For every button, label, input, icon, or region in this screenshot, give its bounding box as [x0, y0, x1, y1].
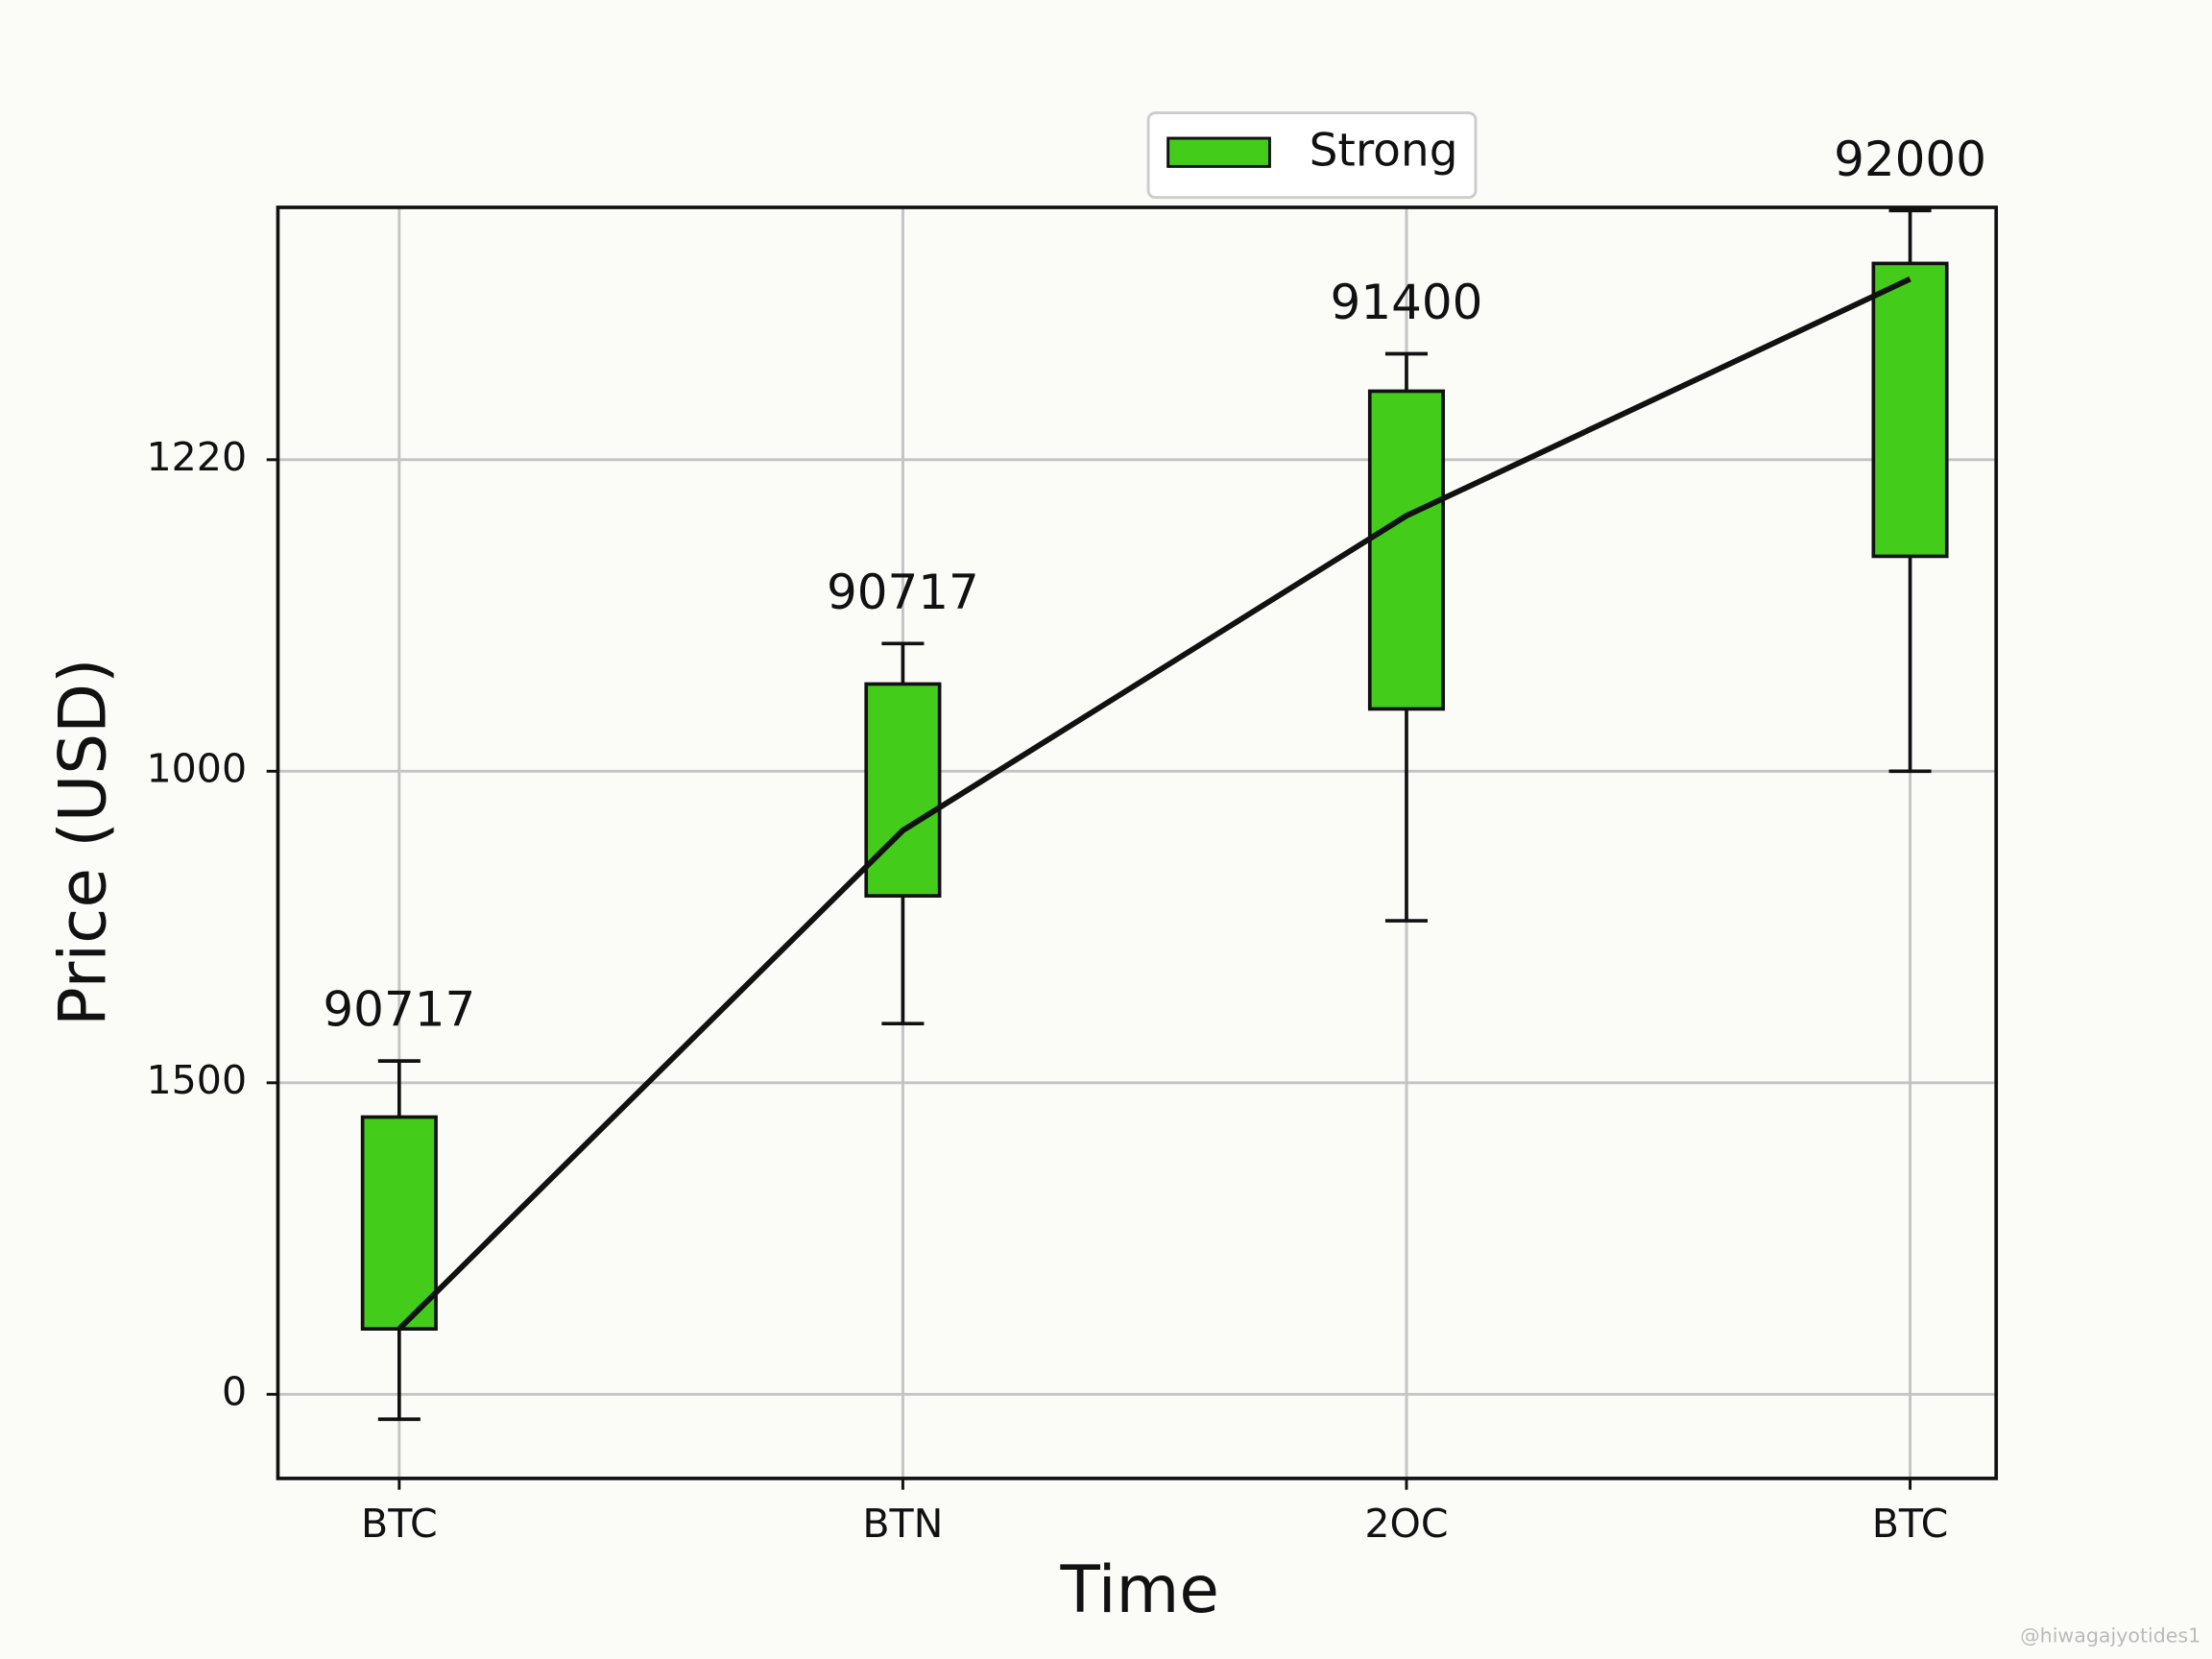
- y-tick-label: 1220: [146, 434, 247, 480]
- candle-body: [1871, 261, 1949, 559]
- x-tick-label: BTC: [1872, 1501, 1949, 1547]
- y-tick-label: 0: [222, 1368, 247, 1414]
- x-axis-label: Time: [1060, 1551, 1219, 1627]
- candle-body: [864, 682, 942, 898]
- candle-body: [1367, 389, 1446, 711]
- y-tick-label: 1000: [146, 745, 247, 791]
- x-tick-label: 2OC: [1364, 1501, 1448, 1547]
- candle-body: [360, 1115, 438, 1331]
- y-tick-label: 1500: [146, 1057, 247, 1103]
- annotation: 90717: [827, 565, 979, 620]
- x-tick-label: BTN: [862, 1501, 943, 1547]
- annotation: 90717: [323, 982, 475, 1038]
- legend-swatch: [1166, 136, 1271, 168]
- legend-box: [1146, 111, 1478, 200]
- plot-frame: [276, 205, 1999, 1480]
- x-tick-label: BTC: [361, 1501, 438, 1547]
- legend-label: Strong: [1310, 125, 1458, 178]
- watermark: @hiwagajyotides1: [2020, 1623, 2200, 1647]
- trend-line: [397, 276, 1911, 1332]
- annotation: 91400: [1331, 275, 1483, 330]
- annotation: 92000: [1834, 132, 1986, 187]
- y-axis-label: Price (USD): [45, 658, 121, 1025]
